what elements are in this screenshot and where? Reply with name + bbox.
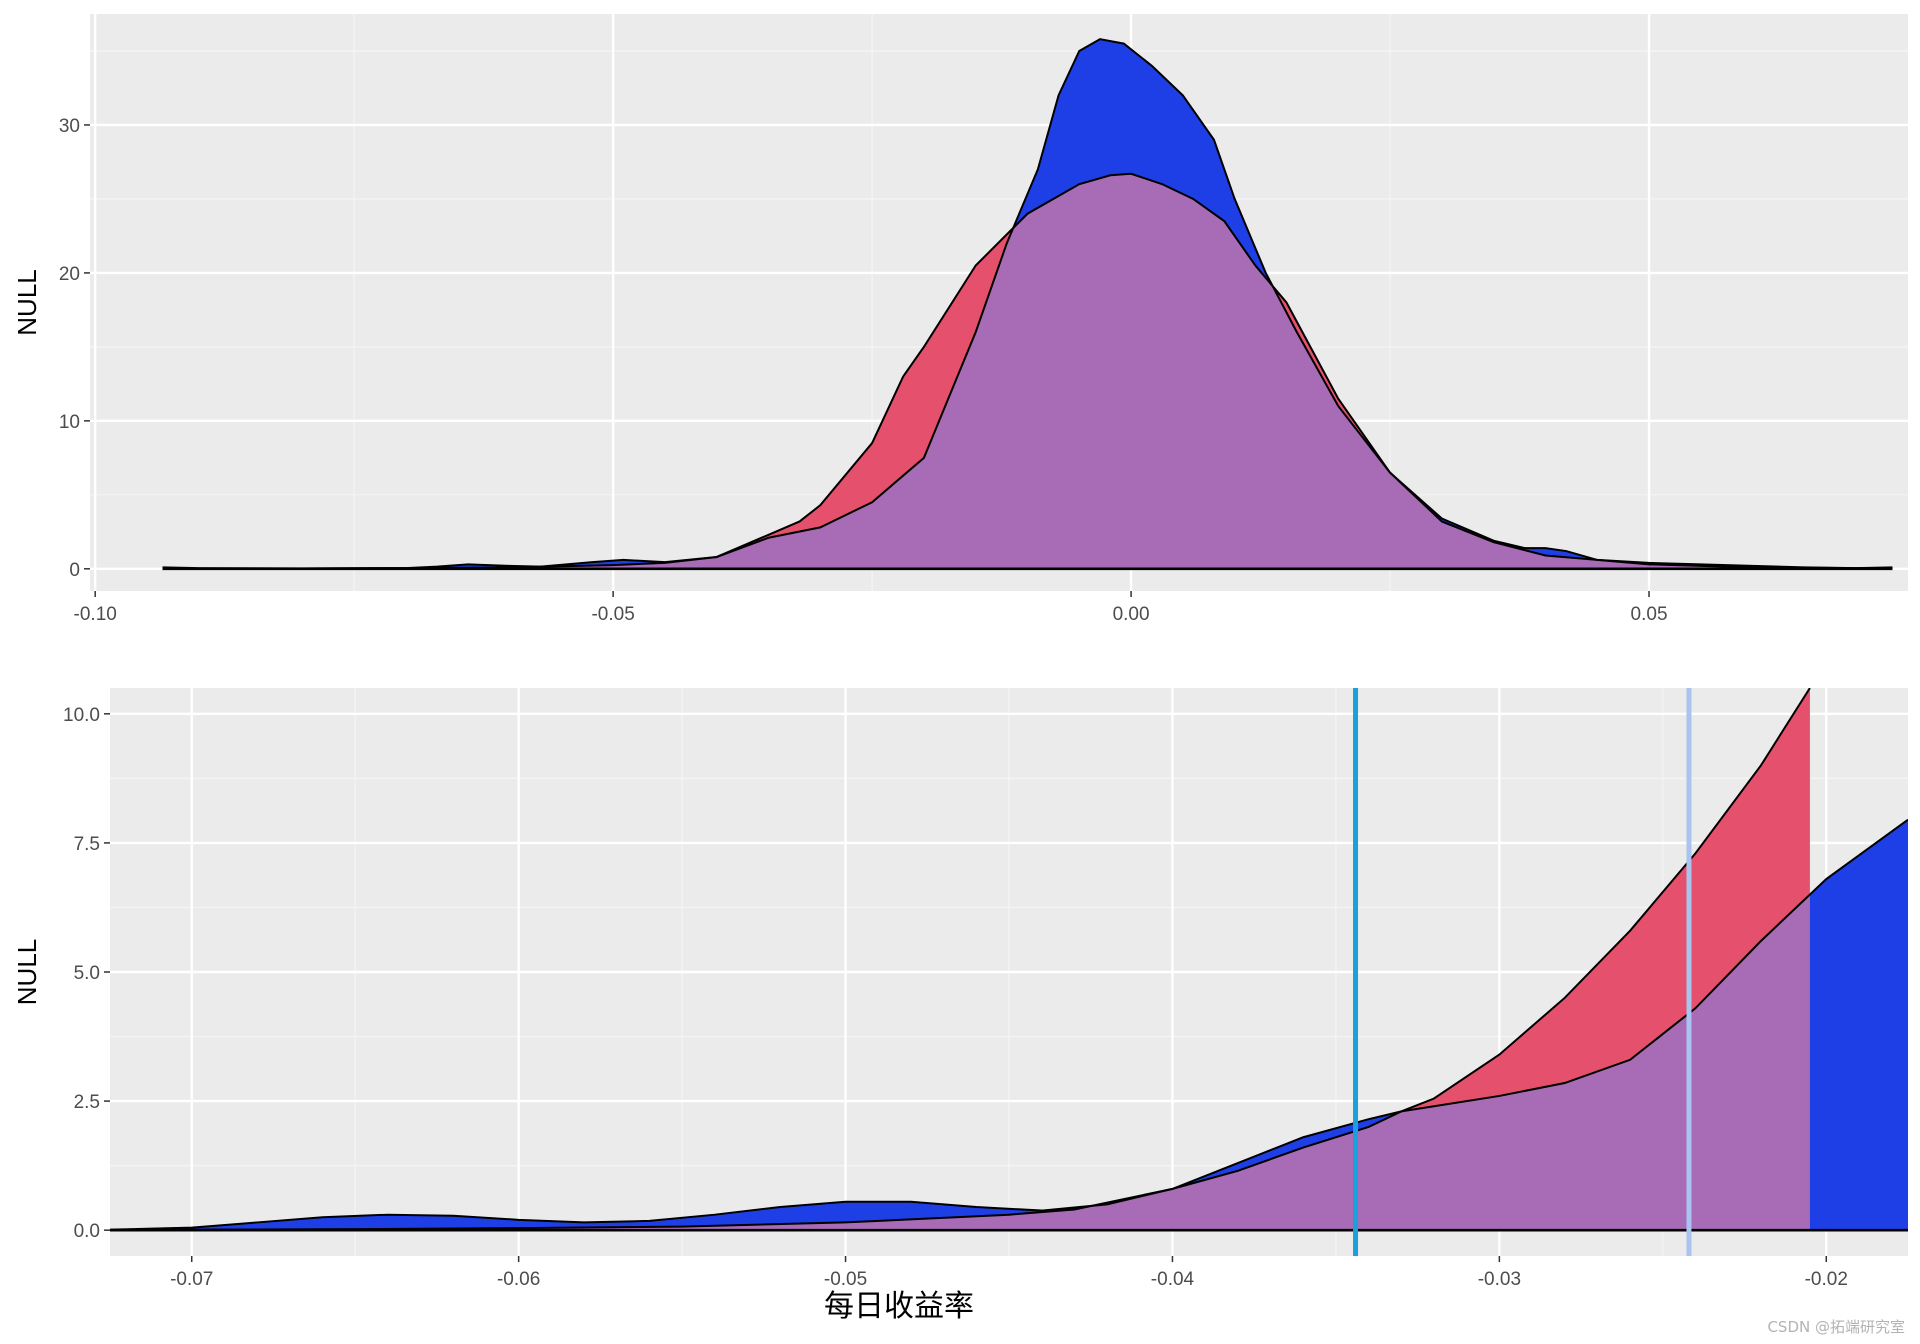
x-tick-label: -0.04 (1151, 1269, 1195, 1290)
y-tick-label: 20 (59, 264, 80, 285)
density-layer (110, 688, 1908, 1256)
y-axis-title: NULL (12, 939, 42, 1005)
y-tick-label: 5.0 (74, 963, 100, 984)
top-density-panel: -0.10 -0.05 0.00 0.05 0 10 20 30 NULL (12, 14, 1908, 625)
y-tick-label: 10 (59, 412, 80, 433)
y-tick-label: 7.5 (74, 834, 100, 855)
x-axis-title: 每日收益率 (824, 1289, 974, 1324)
density-overlap-area (110, 894, 1810, 1231)
y-tick-label: 30 (59, 116, 80, 137)
x-tick-label: -0.03 (1478, 1269, 1521, 1290)
x-tick-label: -0.06 (497, 1269, 540, 1290)
y-tick-label: 2.5 (74, 1092, 100, 1113)
watermark: CSDN @拓端研究室 (1767, 1318, 1905, 1336)
x-tick-label: -0.07 (170, 1269, 213, 1290)
bottom-density-panel: -0.07 -0.06 -0.05 -0.04 -0.03 -0.02 0.0 2.5 5.0 7… (12, 688, 1908, 1324)
y-tick-label: 0.0 (74, 1221, 100, 1242)
x-tick-label: -0.10 (74, 604, 117, 625)
density-line-red (162, 172, 1893, 570)
x-tick-label: -0.05 (591, 604, 634, 625)
y-axis-title: NULL (12, 269, 42, 335)
x-tick-label: -0.05 (824, 1269, 867, 1290)
density-line-red (110, 688, 1811, 1232)
y-tick-label: 10.0 (63, 705, 100, 726)
y-tick-label: 0 (69, 560, 80, 581)
x-tick-label: -0.02 (1805, 1269, 1848, 1290)
density-overlap-area (162, 173, 1893, 569)
density-line-blue (110, 818, 1908, 1231)
x-tick-label: 0.05 (1631, 604, 1668, 625)
x-tick-label: 0.00 (1113, 604, 1150, 625)
density-layer (162, 38, 1893, 571)
